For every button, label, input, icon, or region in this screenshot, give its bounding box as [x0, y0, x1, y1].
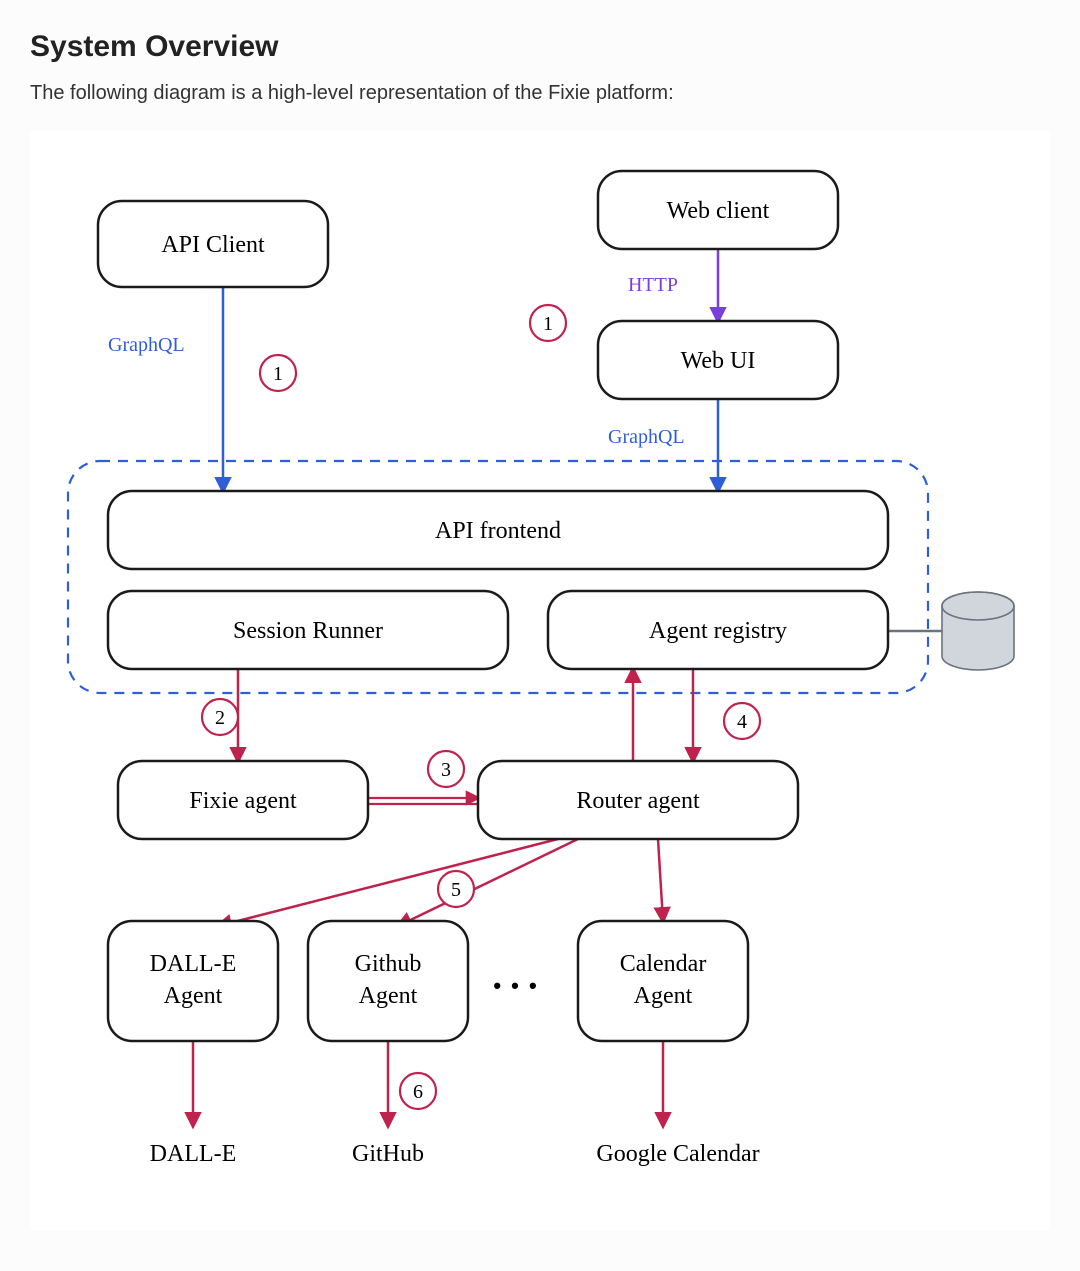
node-label-web_client: Web client — [667, 198, 770, 224]
node-fixie_agent: Fixie agent — [118, 761, 368, 839]
node-label-dalle_agent-1: DALL-E — [150, 951, 237, 977]
svg-text:2: 2 — [215, 707, 225, 729]
svg-text:1: 1 — [273, 363, 283, 385]
svg-text:5: 5 — [451, 879, 461, 901]
page-title: System Overview — [30, 30, 1050, 64]
svg-text:3: 3 — [441, 759, 451, 781]
node-label-web_ui: Web UI — [681, 348, 756, 374]
svg-text:1: 1 — [543, 313, 553, 335]
node-web_client: Web client — [598, 171, 838, 249]
node-agent_registry: Agent registry — [548, 591, 888, 669]
step-marker-6-6: 6 — [400, 1073, 436, 1109]
node-label-fixie_agent: Fixie agent — [189, 788, 297, 814]
edge-router_to_cal — [658, 839, 663, 921]
node-label-api_frontend: API frontend — [435, 518, 561, 544]
edge-router_to_gith — [398, 839, 578, 926]
step-marker-1-1: 1 — [530, 305, 566, 341]
node-api_frontend: API frontend — [108, 491, 888, 569]
step-marker-3-3: 3 — [428, 751, 464, 787]
node-label-calendar_agent-1: Calendar — [620, 951, 707, 977]
step-marker-2-2: 2 — [202, 699, 238, 735]
edge-router_to_dalle — [218, 839, 558, 926]
edge-label-webc_to_webui: HTTP — [628, 274, 678, 296]
node-label-api_client: API Client — [161, 232, 265, 258]
node-calendar_agent: Calendar Agent — [578, 921, 748, 1041]
step-marker-4-4: 4 — [724, 703, 760, 739]
ellipsis: • • • — [493, 973, 538, 998]
node-router_agent: Router agent — [478, 761, 798, 839]
external-label-2: Google Calendar — [596, 1141, 759, 1167]
node-web_ui: Web UI — [598, 321, 838, 399]
node-label-agent_registry: Agent registry — [649, 618, 787, 644]
node-label-router_agent: Router agent — [576, 788, 700, 814]
database-icon — [942, 592, 1014, 670]
node-label-dalle_agent-2: Agent — [164, 983, 223, 1009]
page-description: The following diagram is a high-level re… — [30, 82, 1050, 105]
node-label-calendar_agent-2: Agent — [634, 983, 693, 1009]
node-session_runner: Session Runner — [108, 591, 508, 669]
node-label-github_agent-2: Agent — [359, 983, 418, 1009]
step-marker-5-5: 5 — [438, 871, 474, 907]
architecture-diagram: GraphQL HTTP GraphQL API Client Web client We… — [30, 131, 1050, 1231]
node-label-session_runner: Session Runner — [233, 618, 383, 644]
step-marker-1-0: 1 — [260, 355, 296, 391]
svg-text:6: 6 — [413, 1081, 423, 1103]
external-label-0: DALL-E — [150, 1141, 237, 1167]
external-label-1: GitHub — [352, 1141, 424, 1167]
node-dalle_agent: DALL-E Agent — [108, 921, 278, 1041]
svg-text:4: 4 — [737, 711, 747, 733]
node-label-github_agent-1: Github — [355, 951, 422, 977]
edge-label-webui_to_front: GraphQL — [608, 426, 685, 448]
node-github_agent: Github Agent — [308, 921, 468, 1041]
edge-label-api_to_front: GraphQL — [108, 334, 185, 356]
node-api_client: API Client — [98, 201, 328, 287]
